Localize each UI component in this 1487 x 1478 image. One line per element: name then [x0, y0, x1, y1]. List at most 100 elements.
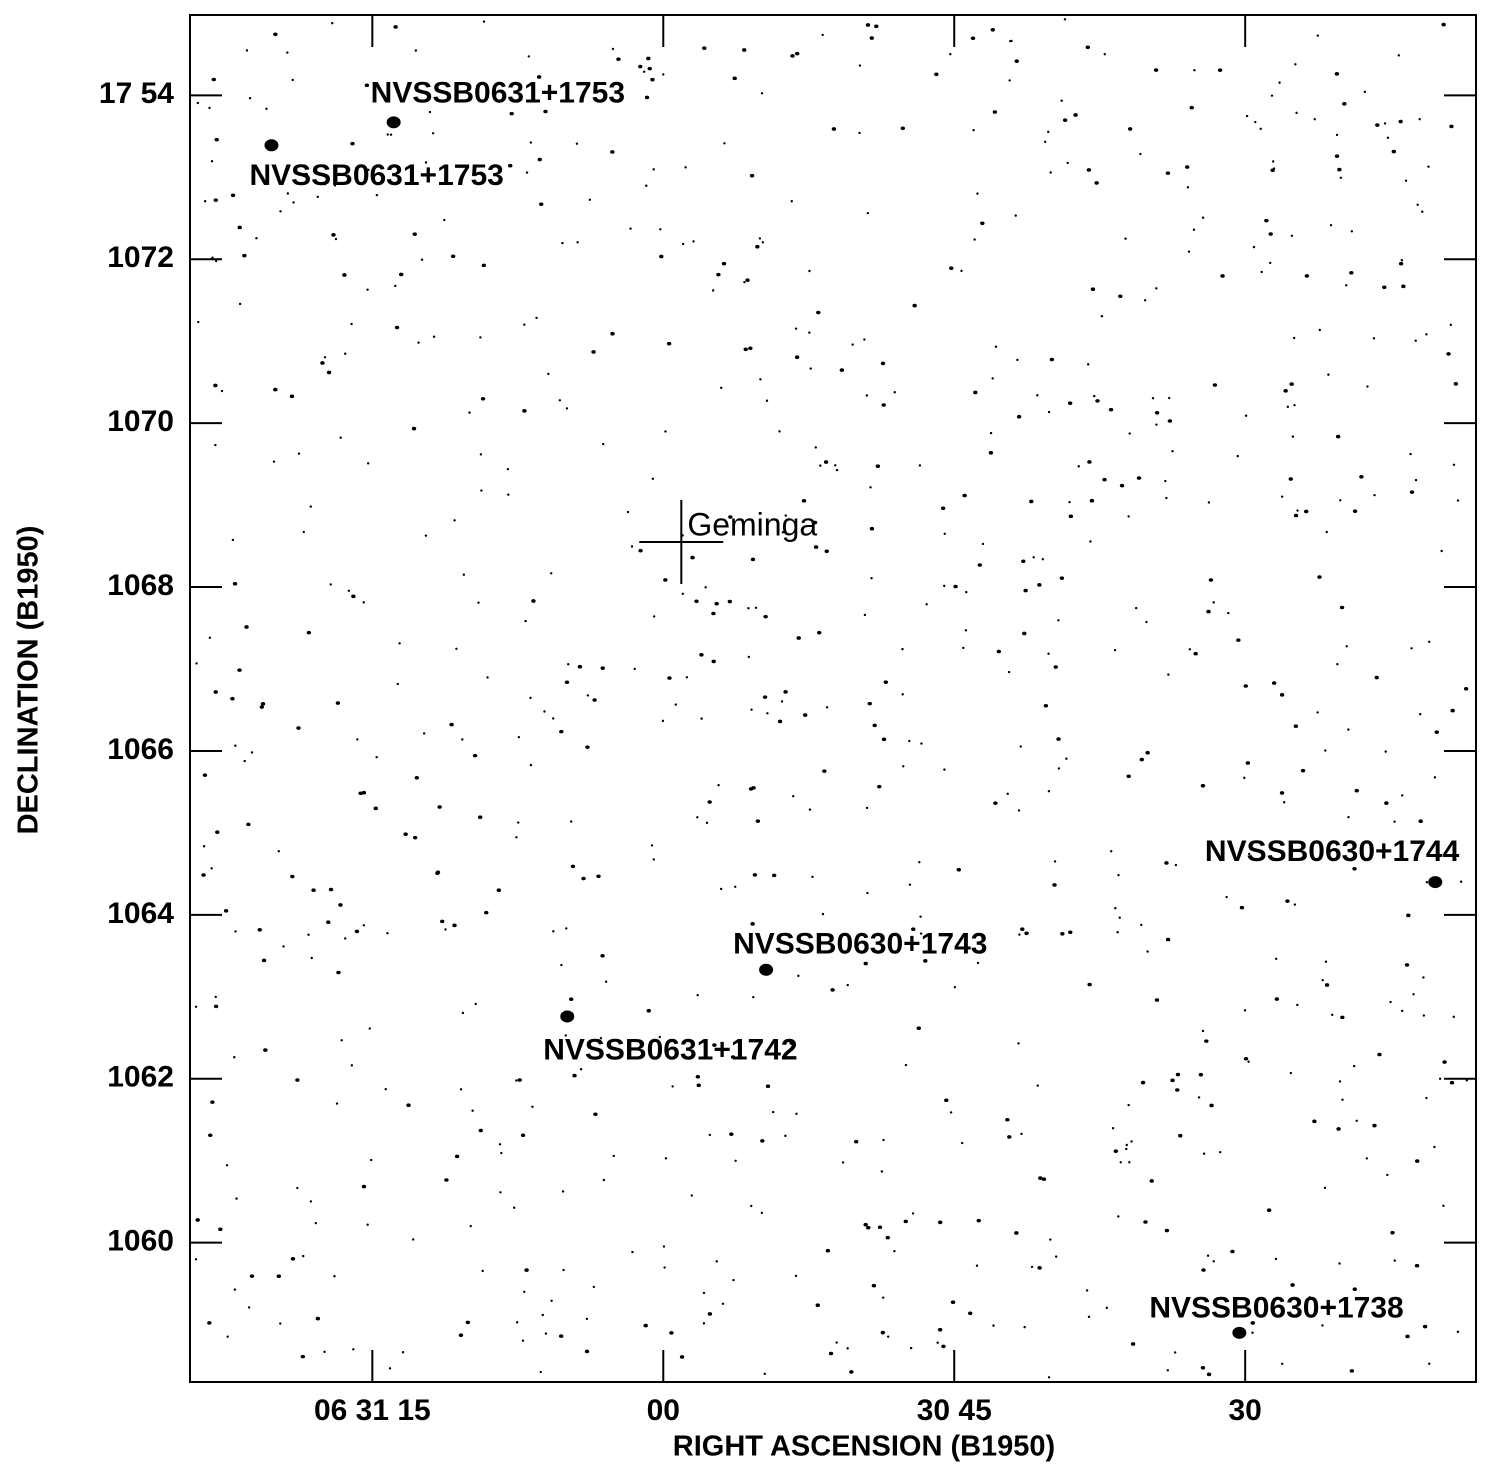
noise-dot: [1442, 1060, 1447, 1064]
noise-dot: [1206, 1254, 1210, 1257]
noise-dot: [870, 576, 873, 580]
noise-dot: [361, 1184, 367, 1189]
noise-dot: [902, 765, 905, 768]
noise-dot: [880, 361, 886, 366]
noise-dot: [943, 768, 946, 771]
noise-dot: [535, 316, 538, 320]
noise-dot: [711, 289, 715, 292]
noise-dot: [1414, 339, 1417, 342]
noise-dot: [1442, 1204, 1445, 1207]
noise-dot: [231, 538, 235, 542]
noise-dot: [247, 1306, 251, 1309]
noise-dot: [1212, 1260, 1215, 1263]
noise-dot: [1036, 394, 1039, 397]
noise-dot: [765, 399, 769, 402]
noise-dot: [1304, 509, 1309, 514]
noise-dot: [1192, 228, 1196, 231]
noise-dot: [1446, 352, 1451, 356]
noise-dot: [1252, 245, 1256, 249]
noise-dot: [794, 327, 798, 330]
noise-dot: [1007, 670, 1011, 674]
noise-dot: [616, 57, 621, 61]
noise-dot: [1093, 394, 1096, 398]
noise-dot: [1308, 1296, 1311, 1299]
noise-dot: [664, 430, 667, 433]
noise-dot: [1041, 1177, 1047, 1181]
noise-dot: [1066, 161, 1069, 165]
noise-dot: [1145, 620, 1148, 624]
noise-dot: [444, 1178, 449, 1182]
noise-dot: [1410, 647, 1413, 650]
noise-dot: [455, 647, 458, 651]
noise-dot: [342, 273, 347, 277]
noise-dot: [1021, 559, 1026, 564]
noise-dot: [1154, 998, 1160, 1002]
noise-dot: [811, 875, 814, 879]
noise-dot: [1057, 619, 1060, 622]
noise-dot: [1412, 993, 1415, 996]
noise-dot: [651, 477, 655, 480]
noise-dot: [1236, 638, 1241, 642]
noise-dot: [593, 1112, 598, 1117]
noise-dot: [816, 310, 821, 315]
noise-dot: [707, 800, 712, 804]
noise-dot: [277, 850, 280, 853]
noise-dot: [645, 184, 648, 187]
noise-dot: [644, 95, 650, 100]
y-tick-label: 1062: [107, 1061, 174, 1094]
noise-dot: [507, 493, 510, 496]
noise-dot: [988, 451, 994, 455]
noise-dot: [642, 70, 646, 73]
x-axis-title: RIGHT ASCENSION (B1950): [673, 1431, 1055, 1463]
noise-dot: [431, 132, 435, 135]
noise-dot: [695, 1074, 701, 1079]
noise-dot: [296, 1186, 299, 1190]
noise-dot: [714, 601, 719, 606]
noise-dot: [1201, 1029, 1205, 1033]
noise-dot: [1220, 274, 1225, 278]
noise-dot: [579, 1068, 583, 1071]
noise-dot: [1204, 1039, 1209, 1043]
noise-dot: [1065, 757, 1068, 760]
noise-dot: [525, 171, 529, 174]
noise-dot: [1047, 410, 1051, 414]
noise-dot: [1201, 1268, 1206, 1272]
source-label: NVSSB0631+1753: [249, 159, 503, 192]
noise-dot: [743, 347, 748, 352]
noise-dot: [572, 1073, 577, 1078]
noise-dot: [972, 128, 975, 132]
noise-dot: [765, 1084, 771, 1089]
noise-dot: [849, 1370, 854, 1374]
noise-dot: [916, 1026, 921, 1031]
noise-dot: [1421, 210, 1424, 213]
noise-dot: [1017, 1042, 1020, 1045]
noise-dot: [386, 931, 389, 935]
noise-dot: [748, 346, 753, 351]
noise-dot: [541, 1313, 544, 1317]
noise-dot: [461, 738, 464, 741]
noise-dot: [704, 586, 707, 589]
noise-dot: [960, 269, 963, 273]
noise-dot: [783, 690, 788, 694]
noise-dot: [1440, 549, 1443, 553]
noise-dot: [1449, 323, 1452, 327]
noise-dot: [631, 1250, 634, 1254]
noise-dot: [1087, 982, 1092, 987]
noise-dot: [223, 908, 229, 913]
noise-dot: [1119, 1161, 1122, 1164]
noise-dot: [1384, 801, 1389, 805]
y-tick-label: 1064: [107, 897, 174, 930]
noise-dot: [272, 460, 276, 463]
noise-dot: [867, 701, 872, 706]
noise-dot: [893, 391, 896, 394]
noise-dot: [310, 956, 313, 960]
noise-dot: [1077, 465, 1080, 468]
noise-dot: [869, 486, 872, 489]
noise-dot: [1393, 1259, 1396, 1262]
noise-dot: [474, 1002, 477, 1006]
noise-dot: [1318, 328, 1321, 332]
noise-dot: [1295, 111, 1298, 115]
noise-dot: [1283, 389, 1288, 393]
noise-dot: [1321, 978, 1324, 982]
